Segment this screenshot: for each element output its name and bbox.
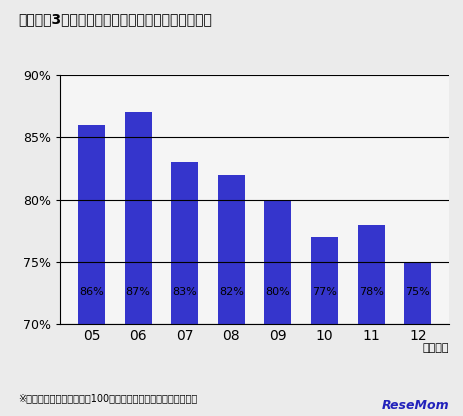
Text: ReseMom: ReseMom: [382, 399, 449, 412]
Text: 86%: 86%: [79, 287, 104, 297]
Text: 78%: 78%: [359, 287, 384, 297]
Text: 77%: 77%: [312, 287, 337, 297]
Bar: [171, 162, 198, 324]
Text: 75%: 75%: [406, 287, 430, 297]
Bar: [78, 125, 105, 324]
Text: （年度）: （年度）: [423, 343, 449, 353]
Text: 【グラフ3】前期志願者に対する後期志願者の割合: 【グラフ3】前期志願者に対する後期志願者の割合: [19, 12, 213, 27]
Text: 83%: 83%: [172, 287, 197, 297]
Text: 87%: 87%: [125, 287, 150, 297]
Bar: [358, 225, 385, 324]
Bar: [264, 200, 292, 324]
Bar: [218, 175, 245, 324]
Text: 80%: 80%: [266, 287, 290, 297]
Bar: [404, 262, 432, 324]
Bar: [125, 112, 151, 324]
Text: ※グラフは前期志願者数を100としたときの後期志願者数の割合: ※グラフは前期志願者数を100としたときの後期志願者数の割合: [19, 393, 198, 403]
Bar: [311, 237, 338, 324]
Text: 82%: 82%: [219, 287, 244, 297]
